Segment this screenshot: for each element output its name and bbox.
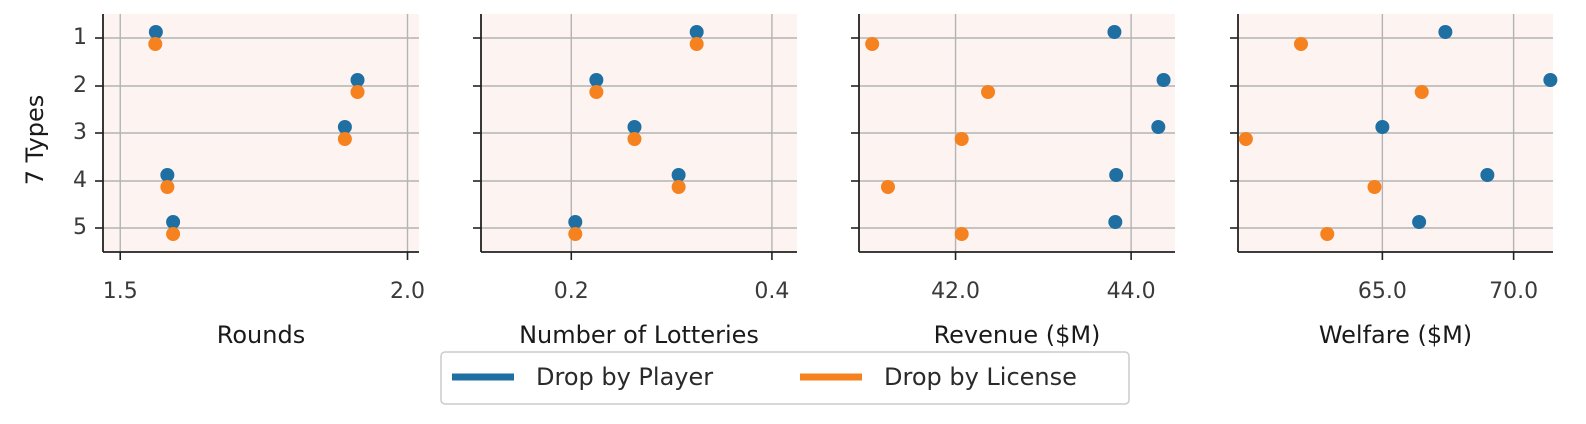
- point-drop-by-player: [689, 25, 704, 39]
- point-drop-by-license: [1367, 180, 1382, 194]
- point-drop-by-license: [589, 85, 604, 99]
- x-tick-label: 2.0: [390, 279, 425, 304]
- point-drop-by-player: [671, 168, 686, 182]
- point-drop-by-player: [1412, 215, 1427, 229]
- x-tick-label: 1.5: [103, 279, 138, 304]
- point-drop-by-player: [337, 120, 352, 134]
- point-drop-by-license: [1414, 85, 1429, 99]
- panel-1: 1 2 3 4 5 1.5 2.0 Rounds: [73, 14, 425, 349]
- y-tick-label: 1: [73, 25, 87, 50]
- point-drop-by-license: [350, 85, 365, 99]
- x-tick-label: 65.0: [1358, 279, 1407, 304]
- point-drop-by-player: [1375, 120, 1390, 134]
- point-drop-by-player: [148, 25, 163, 39]
- point-drop-by-player: [1108, 215, 1123, 229]
- x-tick-label: 0.4: [754, 279, 789, 304]
- point-drop-by-license: [627, 132, 642, 146]
- x-axis-label: Revenue ($M): [934, 321, 1101, 349]
- panels: 1 2 3 4 5 1.5 2.0 Rounds 0.2 0.4 Number of Lotteri…: [73, 14, 1558, 349]
- y-tick-label: 4: [73, 168, 87, 193]
- point-drop-by-license: [865, 37, 880, 51]
- point-drop-by-player: [166, 215, 181, 229]
- point-drop-by-player: [350, 73, 365, 87]
- legend: Drop by Player Drop by License: [440, 351, 1130, 405]
- point-drop-by-player: [1480, 168, 1495, 182]
- x-tick-label: 42.0: [931, 279, 980, 304]
- point-drop-by-license: [954, 227, 969, 241]
- point-drop-by-player: [627, 120, 642, 134]
- point-drop-by-license: [880, 180, 895, 194]
- point-drop-by-player: [1438, 25, 1453, 39]
- point-drop-by-player: [589, 73, 604, 87]
- x-axis-label: Number of Lotteries: [519, 321, 759, 349]
- point-drop-by-license: [954, 132, 969, 146]
- x-tick-label: 44.0: [1107, 279, 1156, 304]
- legend-frame: [440, 351, 1130, 405]
- point-drop-by-license: [568, 227, 583, 241]
- y-tick-label: 2: [73, 73, 87, 98]
- point-drop-by-license: [166, 227, 181, 241]
- point-drop-by-license: [671, 180, 686, 194]
- point-drop-by-player: [160, 168, 175, 182]
- point-drop-by-player: [568, 215, 583, 229]
- y-tick-label: 5: [73, 215, 87, 240]
- point-drop-by-license: [689, 37, 704, 51]
- panel-4: 65.0 70.0 Welfare ($M): [1230, 14, 1558, 349]
- x-tick-label: 70.0: [1489, 279, 1538, 304]
- panel-2: 0.2 0.4 Number of Lotteries: [473, 14, 797, 349]
- point-drop-by-player: [1107, 25, 1122, 39]
- point-drop-by-player: [1109, 168, 1124, 182]
- point-drop-by-license: [1320, 227, 1335, 241]
- point-drop-by-license: [981, 85, 996, 99]
- legend-label: Drop by Player: [536, 363, 713, 391]
- point-drop-by-player: [1543, 73, 1558, 87]
- point-drop-by-player: [1156, 73, 1171, 87]
- x-tick-label: 0.2: [554, 279, 589, 304]
- point-drop-by-player: [1151, 120, 1166, 134]
- y-tick-label: 3: [73, 120, 87, 145]
- x-axis-label: Rounds: [217, 321, 305, 349]
- x-axis-label: Welfare ($M): [1319, 321, 1472, 349]
- point-drop-by-license: [1294, 37, 1308, 51]
- point-drop-by-license: [337, 132, 352, 146]
- y-axis-label: 7 Types: [21, 95, 49, 186]
- point-drop-by-license: [148, 37, 163, 51]
- point-drop-by-license: [1238, 132, 1253, 146]
- legend-label: Drop by License: [884, 363, 1077, 391]
- point-drop-by-license: [160, 180, 175, 194]
